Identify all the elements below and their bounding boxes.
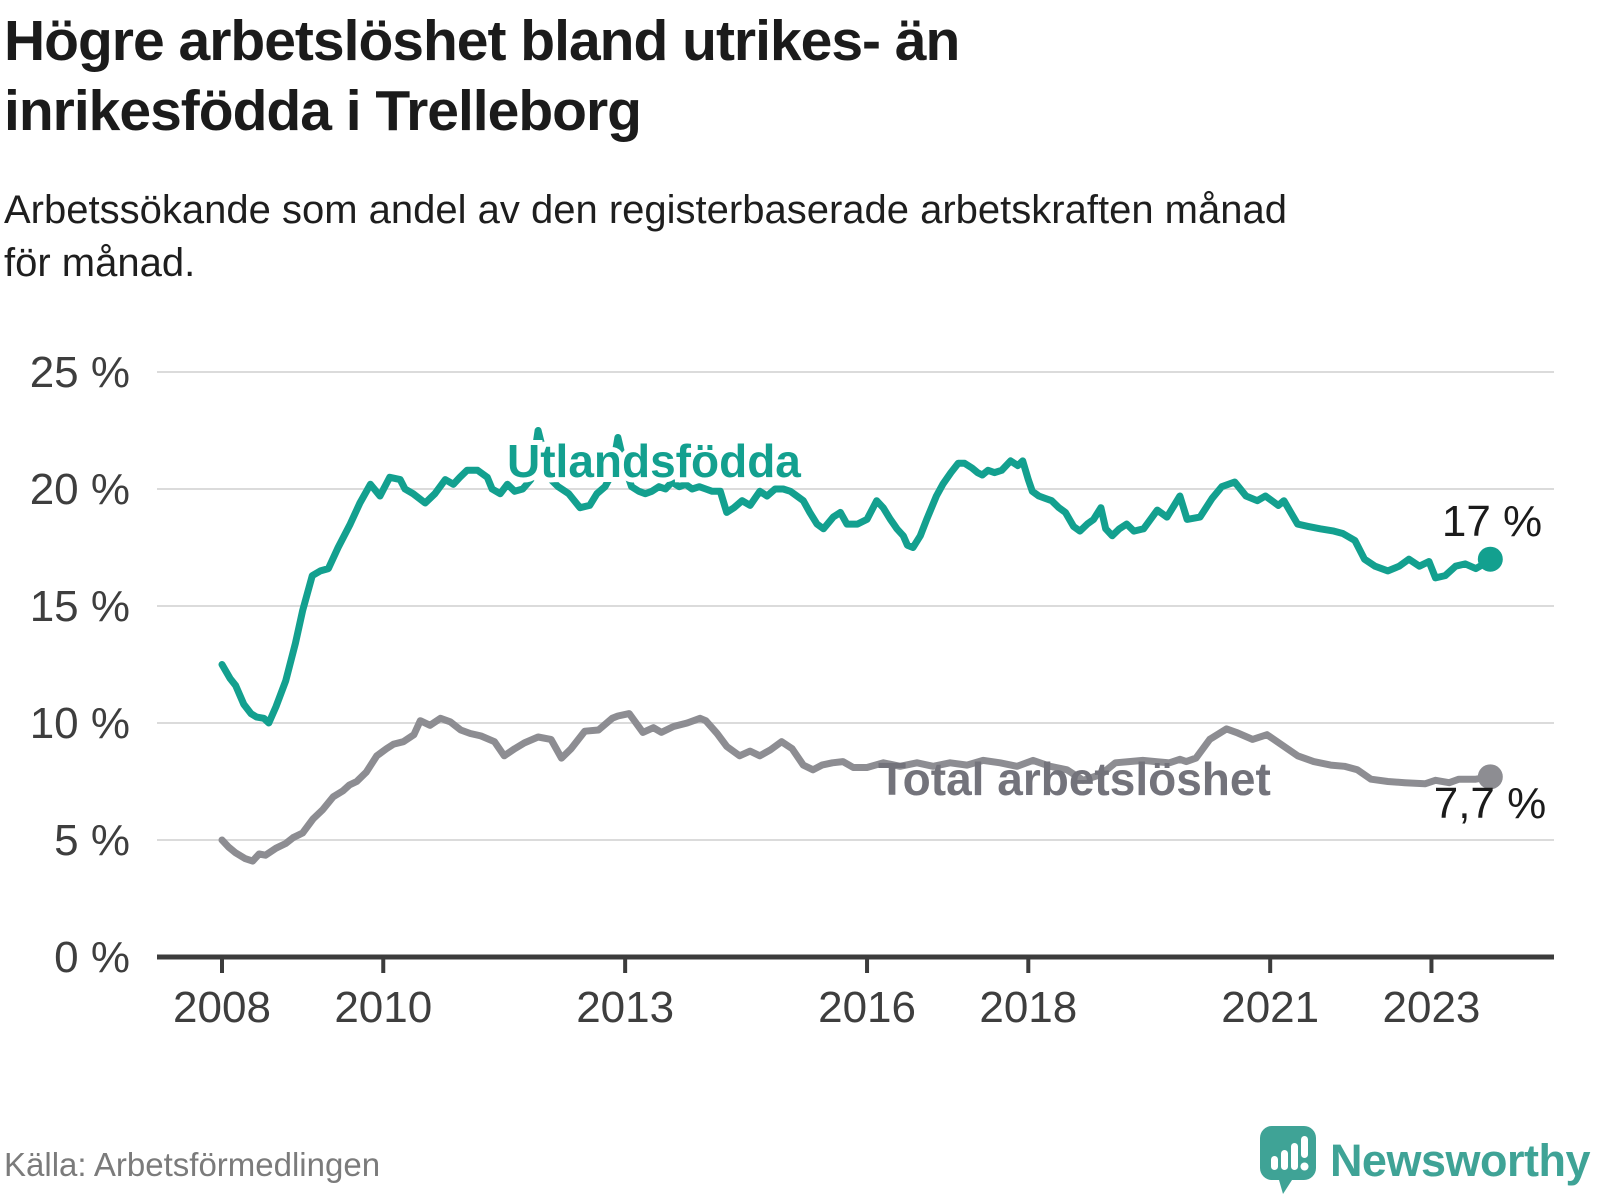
chart-subtitle-line1: Arbetssökande som andel av den registerb… [4,188,1287,232]
x-tick-label: 2018 [979,983,1077,1032]
series-end-dot-utlandsfodda [1477,546,1503,572]
newsworthy-wordmark: Newsworthy [1329,1135,1591,1186]
newsworthy-logo: Newsworthy [1259,1126,1591,1196]
chart-subtitle: Arbetssökande som andel av den registerb… [4,184,1287,290]
x-tick-label: 2008 [173,983,271,1032]
chart-subtitle-line2: för månad. [4,241,196,285]
x-tick-label: 2010 [334,983,432,1032]
x-tick-label: 2016 [818,983,916,1032]
series-line-total [218,710,1494,865]
chart-title: Högre arbetslöshet bland utrikes- än inr… [4,6,960,146]
series-label-total: Total arbetslöshet [878,753,1271,805]
series-line-utlandsfodda [218,427,1494,727]
y-tick-label: 10 % [30,699,130,748]
series-end-dot-total [1477,764,1503,790]
newsworthy-logo-icon [1259,1126,1316,1194]
y-tick-label: 20 % [30,465,130,514]
x-tick-label: 2023 [1383,983,1481,1032]
y-tick-label: 15 % [30,582,130,631]
y-tick-label: 0 % [54,933,130,982]
chart-title-line1: Högre arbetslöshet bland utrikes- än [4,9,960,73]
x-tick-label: 2021 [1221,983,1319,1032]
y-tick-label: 5 % [54,816,130,865]
chart-title-line2: inrikesfödda i Trelleborg [4,79,642,143]
x-tick-label: 2013 [576,983,674,1032]
source-note: Källa: Arbetsförmedlingen [4,1146,381,1183]
end-value-label-utlandsfodda: 17 % [1442,497,1542,546]
y-tick-label: 25 % [30,348,130,397]
series-label-utlandsfodda: Utlandsfödda [507,435,801,487]
end-value-label-total: 7,7 % [1434,779,1547,828]
